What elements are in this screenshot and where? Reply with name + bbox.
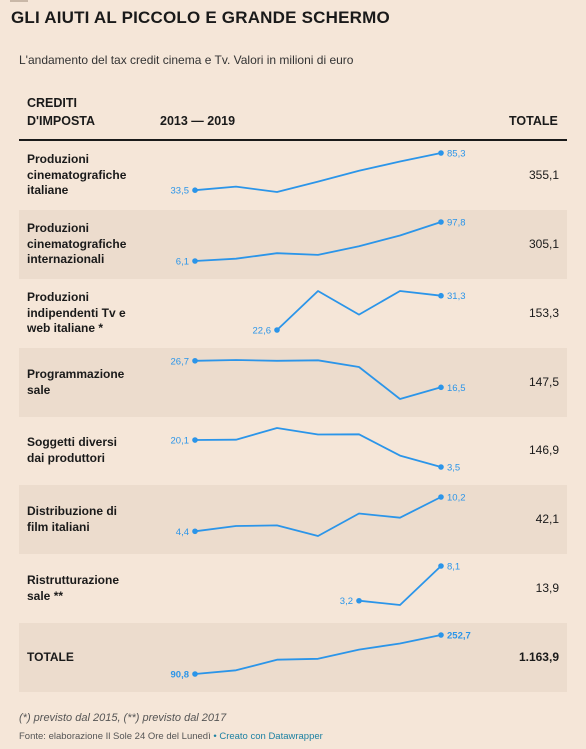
row-total: 1.163,9 xyxy=(518,649,559,664)
datawrapper-link[interactable]: Creato con Datawrapper xyxy=(219,731,323,742)
row-label-line: Produzioni xyxy=(27,290,89,305)
row-label-line: sale xyxy=(27,382,51,397)
row-total: 305,1 xyxy=(528,236,559,251)
row-total: 153,3 xyxy=(528,305,559,320)
row-label: Soggetti diversi dai produttori xyxy=(27,435,145,466)
row-label-line: internazionali xyxy=(27,252,105,267)
chart-row: Produzioni indipendenti Tv e web italiane … xyxy=(19,279,567,349)
row-label-line: Distribuzione di xyxy=(27,504,117,518)
chart-row: Produzioni cinematografiche italiane 355,1 xyxy=(19,141,567,211)
row-label-line: cinematografiche xyxy=(27,167,127,182)
row-label: Produzioni cinematografiche italiane xyxy=(27,152,145,199)
chart-row: Ristrutturazione sale ** 13,9 xyxy=(19,554,567,624)
row-label-line: Produzioni xyxy=(27,152,89,167)
row-label: Ristrutturazione sale ** xyxy=(27,573,145,604)
header-credits-line2: D'IMPOSTA xyxy=(27,114,96,128)
header-total: TOTALE xyxy=(509,114,558,128)
row-label: Programmazione sale xyxy=(27,367,145,398)
row-label-line: dai produttori xyxy=(27,450,105,465)
row-label: Produzioni indipendenti Tv e web italiane … xyxy=(27,290,145,337)
row-label-line: Programmazione xyxy=(27,367,125,381)
row-label-line: Produzioni xyxy=(27,221,89,236)
chart-subtitle: L'andamento del tax credit cinema e Tv. … xyxy=(19,53,354,67)
row-label-line: Soggetti diversi xyxy=(27,435,118,449)
row-label-line: cinematografiche xyxy=(27,236,127,251)
row-total: 355,1 xyxy=(528,167,559,182)
row-label-line: indipendenti Tv e xyxy=(27,305,126,320)
row-total: 13,9 xyxy=(535,580,559,595)
row-label-line: web italiane * xyxy=(27,321,104,336)
row-label-line: sale ** xyxy=(27,588,64,603)
row-label-line: TOTALE xyxy=(27,649,74,664)
row-label-line: film italiani xyxy=(27,519,90,534)
header-rule xyxy=(19,139,567,141)
source-line: Fonte: elaborazione Il Sole 24 Ore del L… xyxy=(19,731,323,742)
chart-row: Produzioni cinematografiche internazionali… xyxy=(19,210,567,279)
row-label: Distribuzione di film italiani xyxy=(27,504,145,535)
chart-title: GLI AIUTI AL PICCOLO E GRANDE SCHERMO xyxy=(11,8,390,27)
row-total: 146,9 xyxy=(528,442,559,457)
row-label-line: italiane xyxy=(27,183,69,198)
row-label: TOTALE xyxy=(27,650,145,666)
source-separator: • xyxy=(213,731,217,742)
row-label: Produzioni cinematografiche internazionali xyxy=(27,221,145,268)
source-text: Fonte: elaborazione Il Sole 24 Ore del L… xyxy=(19,731,211,742)
row-label-line: Ristrutturazione xyxy=(27,573,120,587)
chart-row: TOTALE 1.163,9 xyxy=(19,623,567,692)
header-credits: CREDITI D'IMPOSTA xyxy=(27,94,95,130)
row-total: 147,5 xyxy=(528,374,559,389)
header-credits-line1: CREDITI xyxy=(27,96,77,110)
chart-row: Programmazione sale 147,5 xyxy=(19,348,567,417)
footnote: (*) previsto dal 2015, (**) previsto dal… xyxy=(19,712,227,724)
header-years: 2013 — 2019 xyxy=(160,114,236,128)
chart-row: Distribuzione di film italiani 42,1 xyxy=(19,485,567,554)
top-accent-line xyxy=(10,0,28,2)
chart-row: Soggetti diversi dai produttori 146,9 xyxy=(19,416,567,486)
row-total: 42,1 xyxy=(535,511,559,526)
